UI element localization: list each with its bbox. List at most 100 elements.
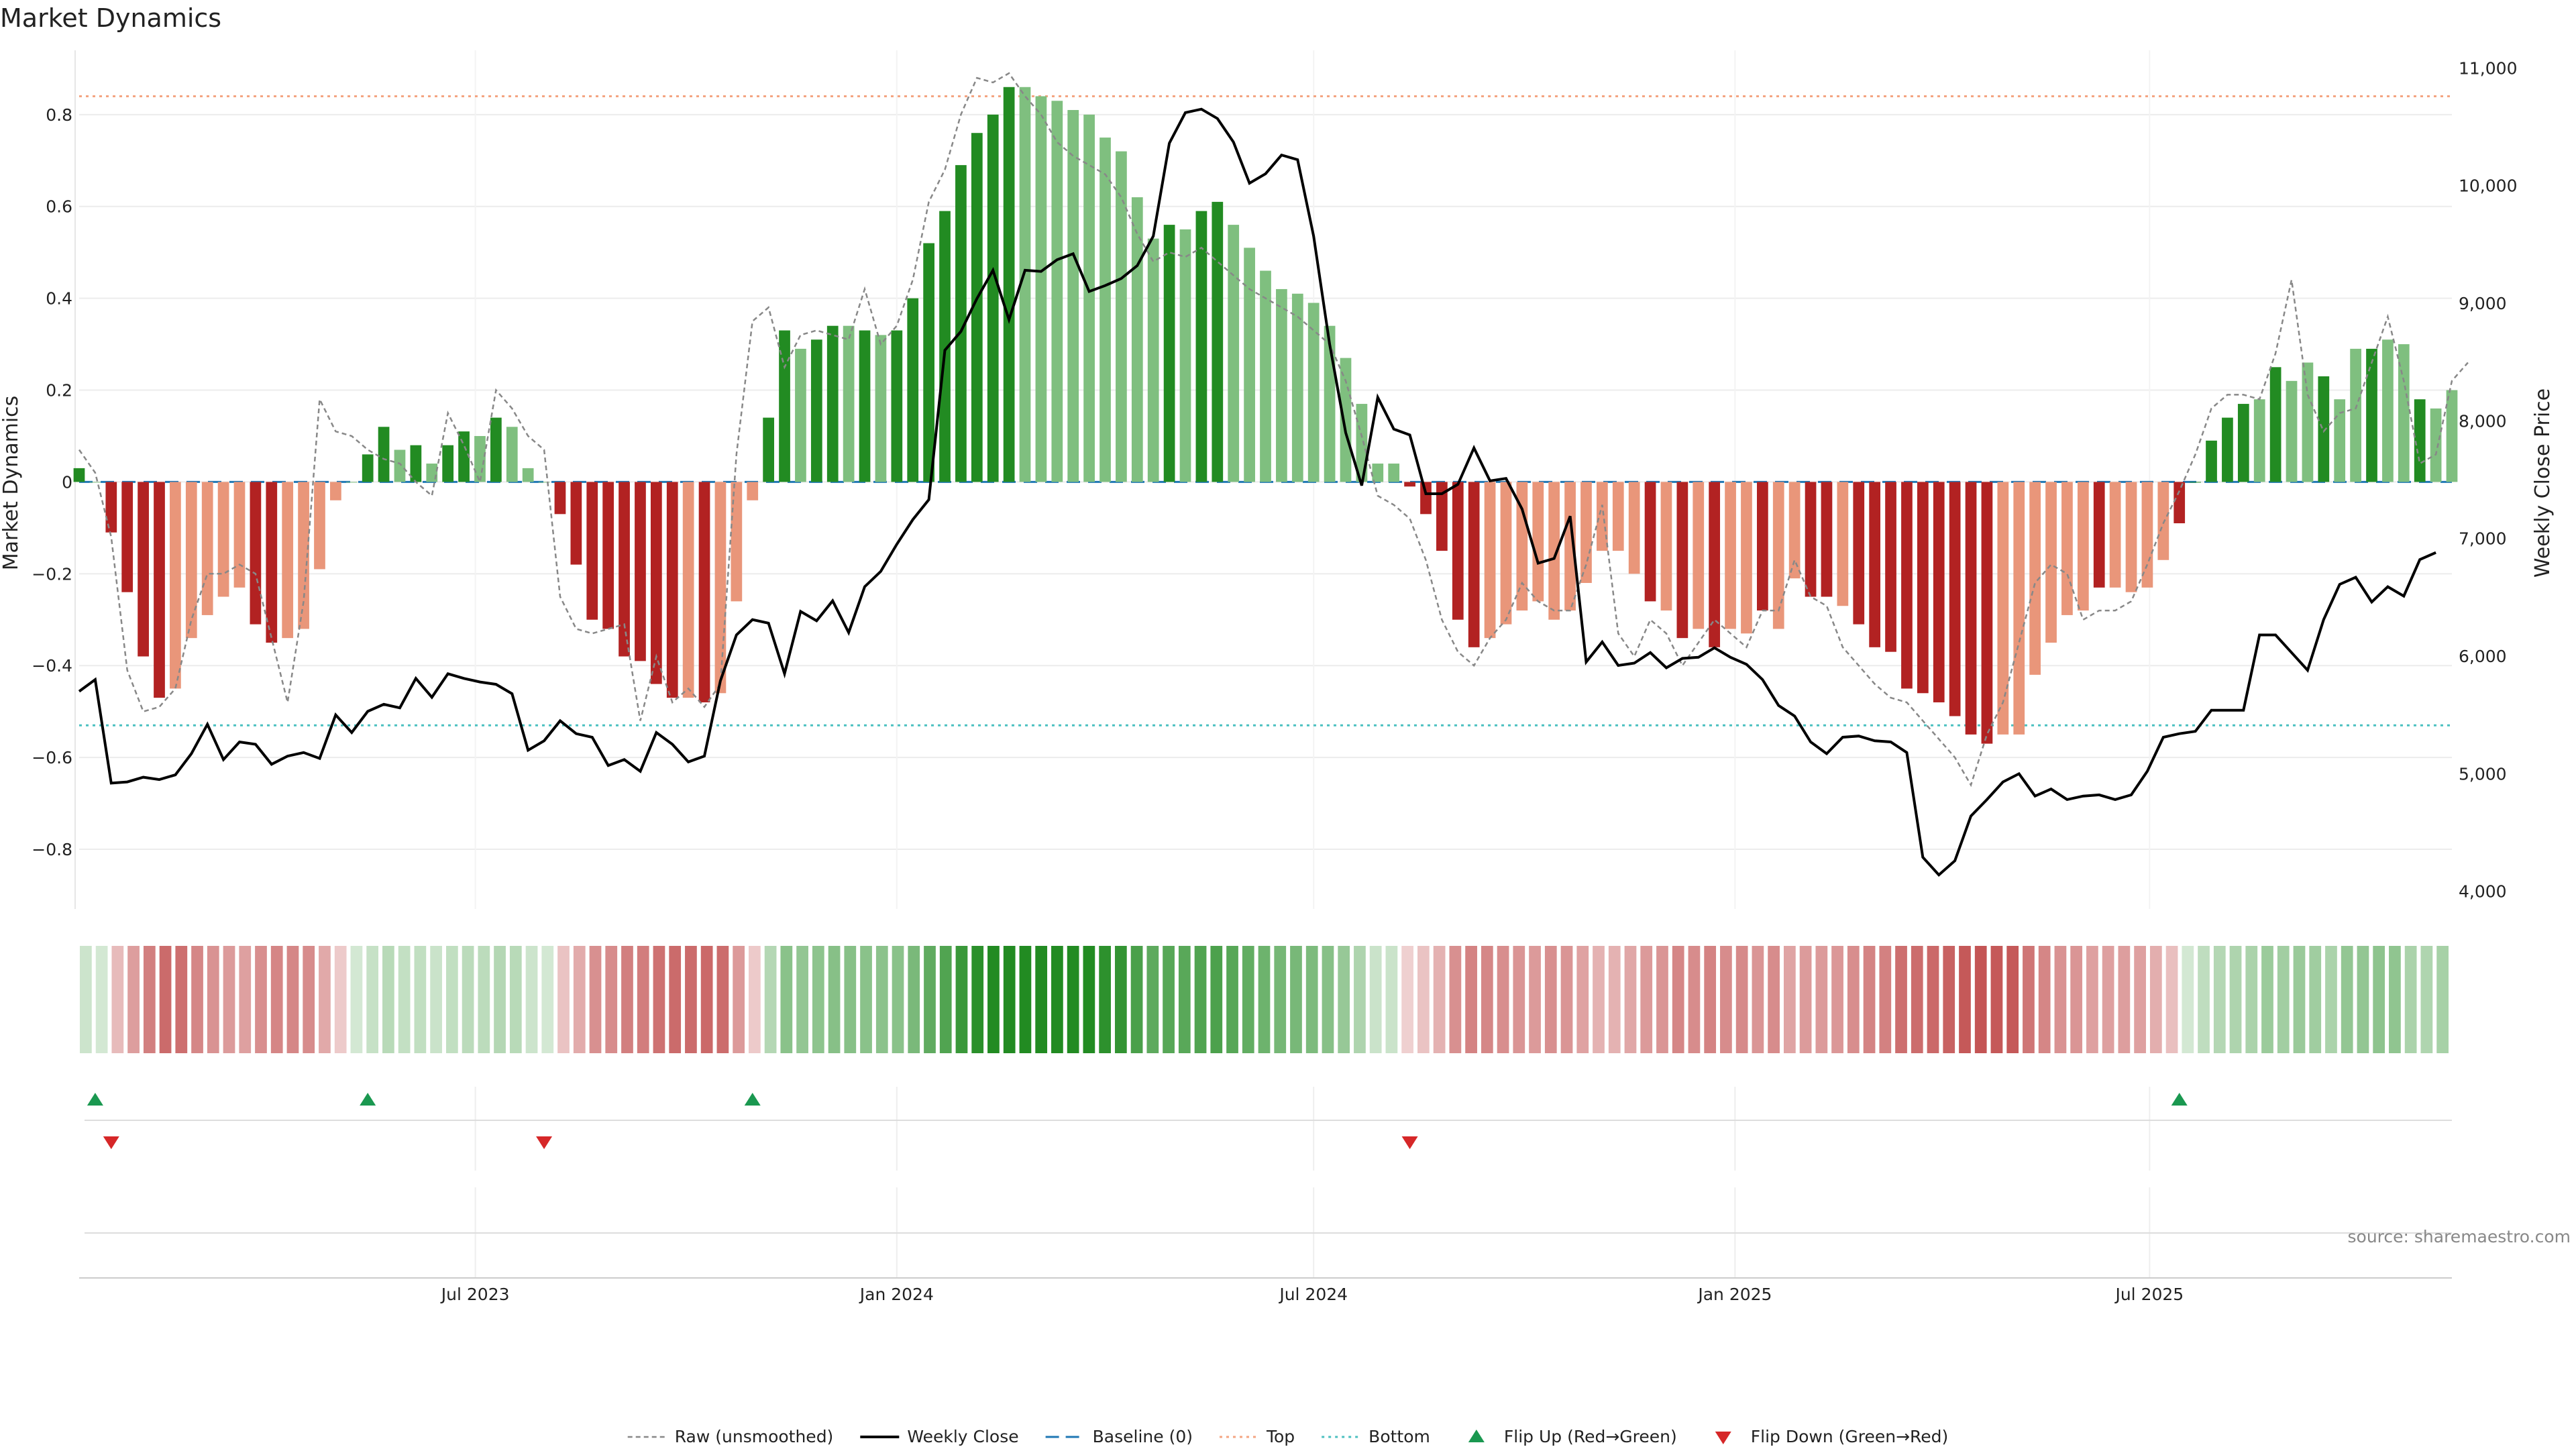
dynamics-bar [1564, 482, 1576, 611]
dynamics-bar [2077, 482, 2089, 611]
heat-cell [2245, 946, 2258, 1053]
dynamics-bar [1484, 482, 1496, 639]
heat-cell [669, 946, 682, 1053]
dynamics-bar [1821, 482, 1833, 597]
right-tick-label: 10,000 [2459, 176, 2517, 196]
weekly-close-path [78, 107, 2436, 877]
heat-cell [1529, 946, 1541, 1053]
dynamics-bar [1195, 211, 1208, 482]
legend-label: Weekly Close [907, 1427, 1018, 1446]
dynamics-bar [1276, 288, 1287, 482]
dynamics-bar [1099, 138, 1111, 482]
dynamics-bar [1452, 482, 1464, 620]
dynamics-bar [1580, 482, 1592, 584]
heat-cell [1990, 946, 2003, 1053]
heat-cell [2325, 946, 2337, 1053]
dynamics-bar [362, 454, 374, 482]
heat-cell [1656, 946, 1668, 1053]
heat-cell [430, 946, 442, 1053]
dynamics-bar [1772, 482, 1784, 629]
heat-cell [1799, 946, 1812, 1053]
dynamics-bar [282, 482, 294, 639]
heat-cell [1608, 946, 1621, 1053]
heat-cell [1290, 946, 1302, 1053]
dynamics-bar [1244, 248, 1255, 482]
dynamics-bar [1644, 482, 1656, 602]
heat-cell [2357, 946, 2369, 1053]
dynamics-bar [586, 482, 598, 620]
dynamics-bar [2093, 482, 2105, 588]
heat-cell [1369, 946, 1382, 1053]
dynamics-bar [907, 298, 919, 482]
dynamics-bar [635, 482, 646, 661]
heat-cell [1003, 946, 1016, 1053]
x-tick-label: Jan 2025 [1697, 1285, 1772, 1304]
dynamics-bar [2125, 482, 2137, 592]
heat-cell [1752, 946, 1764, 1053]
dynamics-bar [779, 330, 790, 482]
dynamics-bar [987, 114, 999, 482]
legend-item: Bottom [1322, 1427, 1430, 1446]
x-tick-label: Jul 2023 [440, 1285, 510, 1304]
heat-cell [1305, 946, 1318, 1053]
heat-cell [541, 946, 554, 1053]
heat-cell [1544, 946, 1557, 1053]
heat-cell [1688, 946, 1701, 1053]
heat-cell [1258, 946, 1271, 1053]
dynamics-bar [1147, 238, 1159, 482]
dynamics-bar [1260, 270, 1271, 482]
heat-cell [2213, 946, 2226, 1053]
heat-cell [573, 946, 586, 1053]
dynamics-bar [266, 482, 278, 643]
heat-cell [605, 946, 618, 1053]
heat-cell [1274, 946, 1287, 1053]
heat-cell [175, 946, 188, 1053]
heat-cell [860, 946, 872, 1053]
dynamics-bar [795, 348, 806, 482]
heat-cell [1035, 946, 1048, 1053]
raw-unsmoothed-line [78, 72, 2469, 788]
heat-cell [2404, 946, 2417, 1053]
heat-cell [2070, 946, 2083, 1053]
heat-cell [350, 946, 363, 1053]
heat-cell [2054, 946, 2067, 1053]
raw-line-path [78, 72, 2469, 788]
dynamics-bar [747, 482, 759, 500]
heat-cell [1417, 946, 1430, 1053]
left-tick-label: 0.2 [46, 381, 72, 400]
heat-cell [733, 946, 745, 1053]
heat-cell [2277, 946, 2290, 1053]
dynamics-bar [1660, 482, 1672, 611]
legend-item: Raw (unsmoothed) [627, 1427, 833, 1446]
dynamics-bar [314, 482, 325, 570]
heat-cell [2023, 946, 2035, 1053]
heat-cell [780, 946, 793, 1053]
heat-cell [143, 946, 156, 1053]
heat-cell [319, 946, 331, 1053]
heat-cell [1481, 946, 1493, 1053]
dynamics-bar [442, 445, 454, 482]
heat-cell [478, 946, 490, 1053]
heat-cell [2165, 946, 2178, 1053]
heat-cell [366, 946, 379, 1053]
dynamics-bar [1067, 109, 1079, 482]
heat-cell [1927, 946, 1939, 1053]
heat-cell [1194, 946, 1207, 1053]
heat-cell [1783, 946, 1796, 1053]
dynamics-bar [1981, 482, 1993, 744]
bottom-panel: Jul 2023 Jan 2024 Jul 2024 Jan 2025 Jul 2025 [79, 1187, 2452, 1304]
dynamics-bar [1693, 482, 1705, 629]
right-tick-label: 11,000 [2459, 58, 2517, 78]
dynamics-bar [1917, 482, 1929, 694]
heat-cell [971, 946, 984, 1053]
left-tick-label: −0.4 [32, 656, 72, 676]
heat-cell [111, 946, 124, 1053]
heat-cell [2086, 946, 2098, 1053]
heat-cell [159, 946, 172, 1053]
heat-cell [844, 946, 857, 1053]
heat-cell [398, 946, 411, 1053]
heat-cell [207, 946, 219, 1053]
heat-cell [716, 946, 729, 1053]
bottom-panel-grid [79, 1187, 2452, 1279]
heat-cell [1338, 946, 1350, 1053]
